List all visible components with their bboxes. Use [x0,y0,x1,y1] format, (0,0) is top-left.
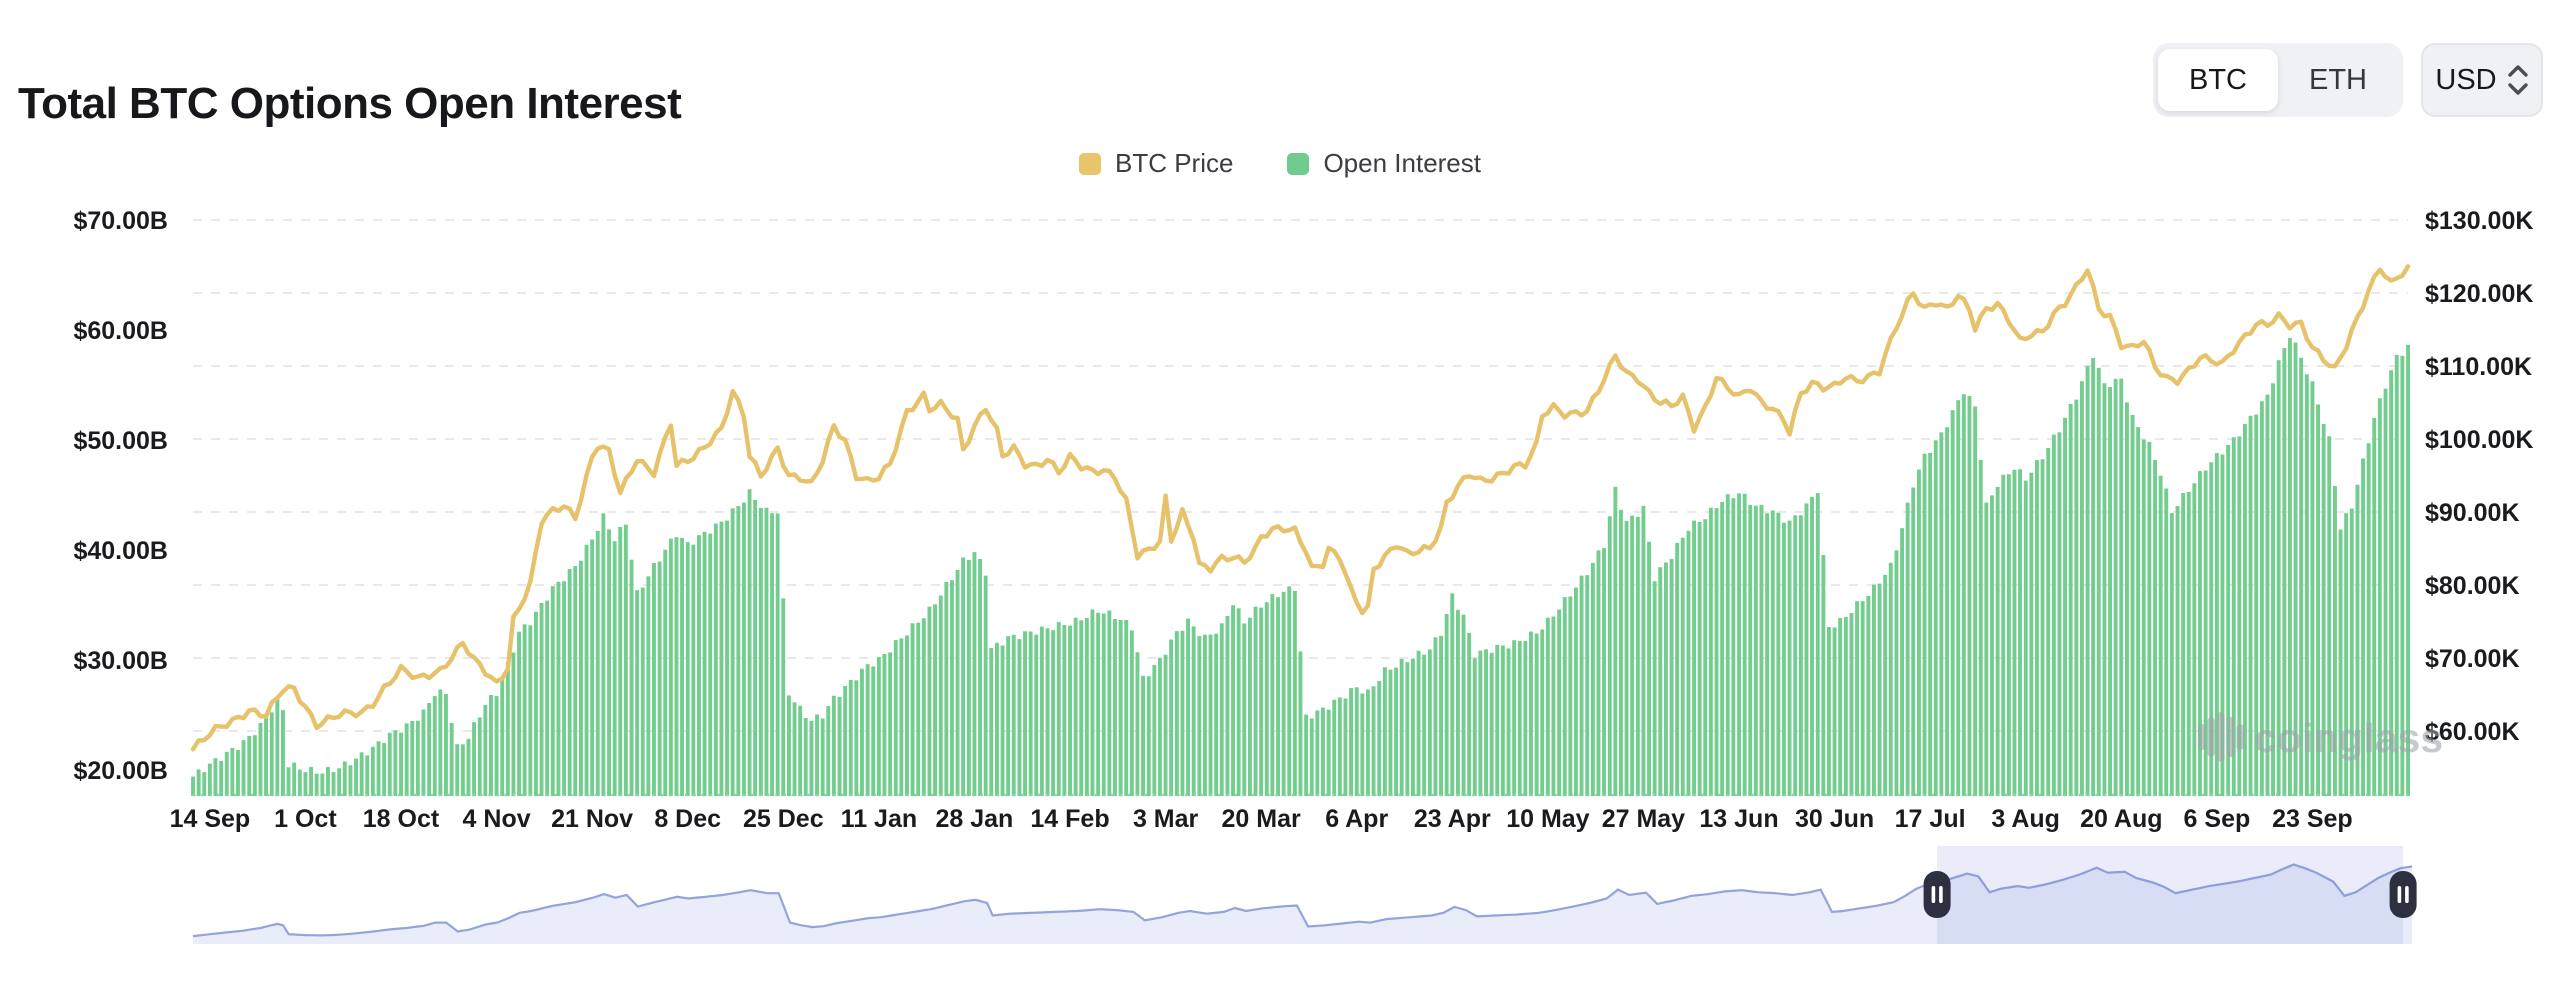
navigator-area[interactable] [193,864,2412,945]
asset-toggle: BTC ETH [2153,43,2403,117]
svg-text:18 Oct: 18 Oct [363,805,440,833]
legend-item-btc-price[interactable]: BTC Price [1078,148,1234,179]
svg-text:$30.00B: $30.00B [73,647,168,675]
svg-text:23 Sep: 23 Sep [2272,805,2353,833]
svg-text:23 Apr: 23 Apr [1414,805,1491,833]
asset-toggle-btc[interactable]: BTC [2158,49,2278,111]
svg-text:$20.00B: $20.00B [73,757,168,785]
left-axis-labels: $70.00B $60.00B $50.00B $40.00B $30.00B $20.0… [73,207,168,785]
svg-text:$110.00K: $110.00K [2425,353,2532,381]
btc-price-legend-label: BTC Price [1114,148,1234,178]
currency-select-value: USD [2435,63,2497,96]
open-interest-swatch [1287,152,1310,175]
svg-text:30 Jun: 30 Jun [1795,805,1874,833]
chart-controls: BTC ETH USD [2153,43,2543,117]
svg-text:27 May: 27 May [1602,805,1685,833]
svg-text:21 Nov: 21 Nov [551,805,633,833]
svg-text:20 Mar: 20 Mar [1221,805,1300,833]
navigator-selection[interactable] [1937,846,2404,944]
svg-text:17 Jul: 17 Jul [1895,805,1966,833]
svg-text:$70.00B: $70.00B [73,207,168,235]
navigator-handle-right[interactable] [2389,871,2417,918]
svg-text:$130.00K: $130.00K [2425,207,2533,235]
open-interest-bars [191,337,2410,796]
svg-text:10 May: 10 May [1506,805,1589,833]
svg-text:$60.00K: $60.00K [2425,718,2520,746]
asset-toggle-eth[interactable]: ETH [2309,63,2367,96]
x-axis-labels: 14 Sep 1 Oct 18 Oct 4 Nov 21 Nov 8 Dec 25 Dec 1… [170,805,2353,833]
chart-legend: BTC Price Open Interest [0,148,2560,179]
btc-price-line [190,264,2411,752]
svg-text:20 Aug: 20 Aug [2080,805,2162,833]
updown-chevron-icon [2507,65,2528,95]
svg-text:14 Feb: 14 Feb [1030,805,1109,833]
page-title: Total BTC Options Open Interest [18,79,682,129]
right-axis-labels: $130.00K $120.00K $110.00K $100.00K $90.00K $… [2425,207,2533,746]
navigator-handle-left[interactable] [1923,871,1951,918]
navigator-line [192,863,2413,938]
legend-item-open-interest[interactable]: Open Interest [1287,148,1481,179]
currency-select[interactable]: USD [2421,43,2543,117]
svg-text:$80.00K: $80.00K [2425,572,2520,600]
svg-text:6 Apr: 6 Apr [1325,805,1388,833]
svg-text:11 Jan: 11 Jan [841,805,917,833]
btc-price-swatch [1078,152,1101,175]
svg-text:13 Jun: 13 Jun [1699,805,1778,833]
coinglass-watermark: coinglass [2198,712,2443,762]
svg-text:$40.00B: $40.00B [73,537,168,565]
svg-text:8 Dec: 8 Dec [654,805,721,833]
watermark-text: coinglass [2254,715,2443,761]
svg-text:$60.00B: $60.00B [73,317,168,345]
svg-text:3 Aug: 3 Aug [1991,805,2060,833]
svg-text:$100.00K: $100.00K [2425,426,2533,454]
svg-text:4 Nov: 4 Nov [463,805,531,833]
svg-text:6 Sep: 6 Sep [2184,805,2251,833]
svg-text:$90.00K: $90.00K [2425,499,2520,527]
svg-text:$70.00K: $70.00K [2425,645,2520,673]
open-interest-legend-label: Open Interest [1323,148,1481,178]
svg-text:3 Mar: 3 Mar [1133,805,1199,833]
svg-text:28 Jan: 28 Jan [935,805,1013,833]
svg-text:1 Oct: 1 Oct [274,805,337,833]
svg-text:25 Dec: 25 Dec [743,805,824,833]
svg-text:$120.00K: $120.00K [2425,280,2533,308]
svg-text:$50.00B: $50.00B [73,427,168,455]
svg-text:14 Sep: 14 Sep [170,805,251,833]
